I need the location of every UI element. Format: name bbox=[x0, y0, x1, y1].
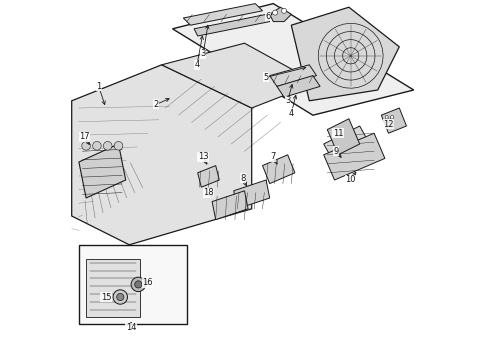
Text: 11: 11 bbox=[332, 129, 343, 138]
Text: 3: 3 bbox=[200, 49, 205, 58]
Circle shape bbox=[385, 125, 387, 127]
Circle shape bbox=[390, 125, 393, 127]
Text: 4: 4 bbox=[288, 109, 293, 118]
Text: 4: 4 bbox=[194, 60, 199, 69]
Polygon shape bbox=[212, 191, 247, 220]
Text: 10: 10 bbox=[345, 175, 355, 184]
Circle shape bbox=[134, 281, 142, 288]
Polygon shape bbox=[183, 4, 262, 25]
Circle shape bbox=[390, 116, 393, 118]
Circle shape bbox=[385, 123, 387, 126]
Text: 18: 18 bbox=[203, 188, 213, 197]
Circle shape bbox=[92, 141, 101, 150]
Polygon shape bbox=[269, 7, 291, 22]
Polygon shape bbox=[194, 14, 269, 36]
Polygon shape bbox=[172, 4, 413, 115]
Circle shape bbox=[390, 116, 393, 118]
Circle shape bbox=[103, 141, 112, 150]
Polygon shape bbox=[323, 133, 384, 180]
Bar bbox=[79, 245, 186, 324]
Circle shape bbox=[390, 123, 393, 126]
Text: 7: 7 bbox=[270, 152, 275, 161]
Circle shape bbox=[81, 141, 90, 150]
Polygon shape bbox=[72, 65, 251, 245]
Polygon shape bbox=[269, 65, 316, 86]
Circle shape bbox=[114, 141, 122, 150]
Circle shape bbox=[385, 117, 387, 120]
Polygon shape bbox=[197, 166, 219, 187]
Circle shape bbox=[117, 293, 123, 301]
Text: 6: 6 bbox=[264, 12, 270, 21]
Text: 12: 12 bbox=[383, 120, 393, 129]
Circle shape bbox=[131, 277, 145, 292]
Text: 8: 8 bbox=[240, 174, 245, 183]
Text: 15: 15 bbox=[101, 292, 111, 302]
Polygon shape bbox=[233, 180, 269, 209]
Polygon shape bbox=[162, 43, 316, 108]
Circle shape bbox=[385, 125, 387, 127]
Circle shape bbox=[385, 116, 387, 118]
Text: 9: 9 bbox=[333, 147, 338, 156]
Text: 1: 1 bbox=[96, 82, 101, 91]
Polygon shape bbox=[381, 108, 406, 133]
Circle shape bbox=[385, 116, 387, 118]
Circle shape bbox=[385, 123, 387, 126]
Polygon shape bbox=[79, 144, 125, 198]
Circle shape bbox=[390, 123, 393, 126]
Circle shape bbox=[385, 117, 387, 120]
Circle shape bbox=[113, 290, 127, 304]
Text: 14: 14 bbox=[125, 323, 136, 332]
Polygon shape bbox=[276, 76, 320, 97]
Polygon shape bbox=[291, 7, 399, 101]
Circle shape bbox=[390, 125, 393, 127]
Text: 13: 13 bbox=[197, 152, 208, 161]
Text: 2: 2 bbox=[153, 100, 159, 109]
Polygon shape bbox=[323, 126, 377, 176]
Polygon shape bbox=[262, 155, 294, 184]
Polygon shape bbox=[326, 119, 359, 155]
Circle shape bbox=[281, 8, 286, 13]
Text: 16: 16 bbox=[142, 278, 152, 287]
Circle shape bbox=[390, 117, 393, 120]
Circle shape bbox=[272, 10, 277, 15]
Polygon shape bbox=[86, 259, 140, 317]
Text: 17: 17 bbox=[79, 132, 89, 141]
Circle shape bbox=[390, 117, 393, 120]
Text: 3: 3 bbox=[285, 96, 290, 105]
Text: 5: 5 bbox=[263, 73, 268, 82]
